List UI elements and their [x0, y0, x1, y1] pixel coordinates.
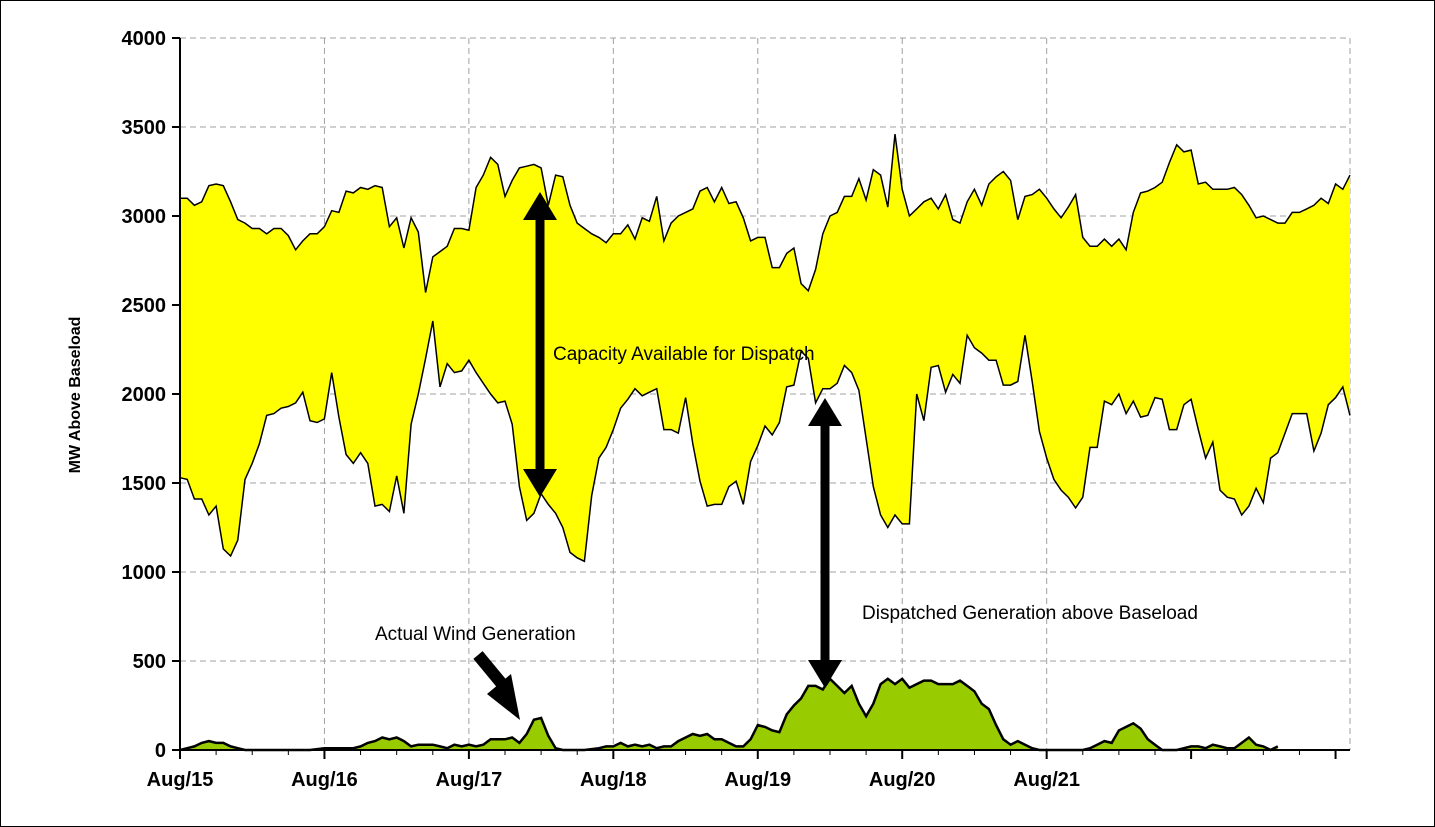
annotation-wind: Actual Wind Generation — [375, 624, 576, 645]
y-tick-label-1000: 1000 — [122, 562, 167, 584]
y-tick-label-500: 500 — [133, 651, 166, 673]
wind-area-line — [179, 676, 1279, 752]
arrows — [473, 192, 842, 720]
labels: MW Above Baseload Capacity Available for… — [67, 317, 1198, 645]
y-tick-label-0: 0 — [155, 740, 166, 762]
capacity-upper-line — [180, 134, 1351, 293]
x-tick-label-Aug/20: Aug/20 — [869, 769, 936, 791]
arrow-capacity-head-top — [523, 192, 557, 220]
annotation-capacity: Capacity Available for Dispatch — [553, 344, 815, 365]
arrow-wind — [473, 651, 520, 720]
axes: 0 500 1000 1500 2000 2500 3000 3500 4000 Aug/15 Au… — [122, 28, 1350, 791]
capacity-lower-line — [179, 320, 1351, 563]
y-axis-title: MW Above Baseload — [67, 317, 84, 474]
y-tick-label-1500: 1500 — [122, 473, 167, 495]
annotation-dispatched: Dispatched Generation above Baseload — [862, 603, 1198, 624]
x-tick-label-Aug/17: Aug/17 — [436, 769, 503, 791]
arrow-capacity — [523, 192, 557, 497]
arrow-dispatched — [808, 398, 842, 688]
x-tick-label-Aug/16: Aug/16 — [291, 769, 358, 791]
y-tick-label-2000: 2000 — [122, 384, 167, 406]
y-tick-label-4000: 4000 — [122, 28, 167, 50]
x-tick-label-Aug/19: Aug/19 — [724, 769, 791, 791]
x-tick-label-Aug/18: Aug/18 — [580, 769, 647, 791]
arrow-wind-head — [487, 674, 520, 720]
arrow-wind-shaft — [473, 651, 507, 688]
y-tick-label-3000: 3000 — [122, 206, 167, 228]
arrow-dispatched-head-top — [808, 398, 842, 426]
arrow-capacity-head-bottom — [523, 469, 557, 497]
arrow-dispatched-head-bottom — [808, 660, 842, 688]
area-layer — [179, 134, 1351, 752]
x-tick-label-Aug/21: Aug/21 — [1013, 769, 1080, 791]
y-tick-label-2500: 2500 — [122, 295, 167, 317]
x-tick-label-Aug/15: Aug/15 — [147, 769, 214, 791]
capacity-band-fill — [180, 134, 1350, 562]
y-tick-label-3500: 3500 — [122, 117, 167, 139]
